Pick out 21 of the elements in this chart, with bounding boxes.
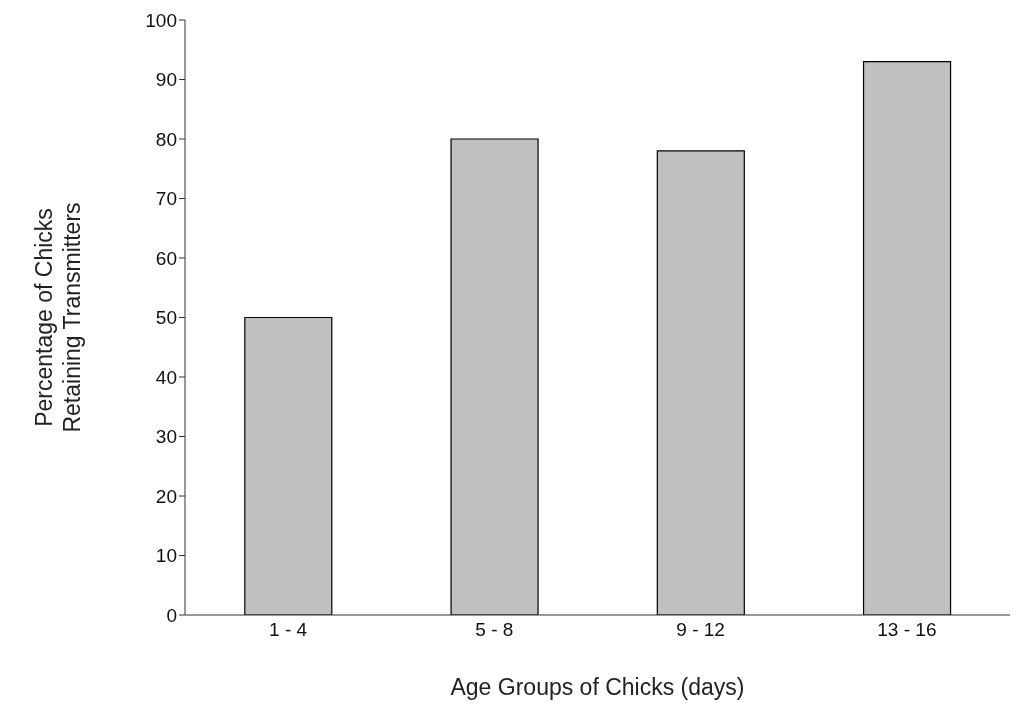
y-tick-label: 60 xyxy=(155,247,177,269)
y-tick-label: 30 xyxy=(155,426,177,448)
bar xyxy=(656,150,745,615)
x-axis-title: Age Groups of Chicks (days) xyxy=(450,674,745,700)
y-tick-label: 0 xyxy=(166,604,177,626)
x-tick-label: 5 - 8 xyxy=(475,619,514,641)
bar xyxy=(862,61,952,615)
y-tick-label: 50 xyxy=(155,307,177,329)
x-tick-label: 9 - 12 xyxy=(676,619,725,641)
bar xyxy=(450,138,539,615)
x-tick-label: 13 - 16 xyxy=(877,619,937,641)
y-tick-label: 20 xyxy=(155,485,177,507)
y-tick-label: 80 xyxy=(155,128,177,150)
y-tick-label: 70 xyxy=(155,188,177,210)
bar xyxy=(244,316,333,615)
x-tick-label: 1 - 4 xyxy=(269,619,308,641)
y-tick-label: 40 xyxy=(155,366,177,388)
y-tick-label: 90 xyxy=(155,69,177,91)
y-axis-title: Percentage of Chicks Retaining Transmitters xyxy=(31,202,85,433)
y-tick-label: 10 xyxy=(155,545,177,567)
y-tick-label: 100 xyxy=(145,9,177,31)
